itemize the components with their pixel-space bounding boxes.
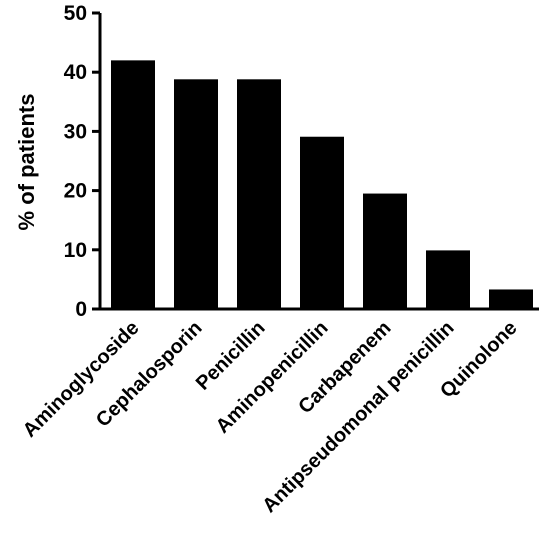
x-category-label: Cephalosporin	[92, 317, 207, 432]
x-category-label: Aminoglycoside	[19, 317, 144, 442]
y-tick-label: 30	[64, 120, 87, 143]
y-tick-label: 50	[64, 2, 87, 25]
y-axis-ticks: 0 10 20 30 40 50	[64, 2, 100, 321]
bar-antipseudomonal-penicillin	[426, 250, 470, 309]
bar-cephalosporin	[174, 79, 218, 309]
x-category-label: Aminopenicillin	[212, 317, 333, 438]
bar-aminoglycoside	[111, 60, 155, 309]
y-tick-label: 0	[75, 298, 87, 321]
bars	[111, 60, 533, 309]
bar-carbapenem	[363, 193, 407, 309]
bar-quinolone	[489, 289, 533, 309]
bar-penicillin	[237, 79, 281, 309]
y-axis-title: % of patients	[14, 94, 39, 231]
y-tick-label: 10	[64, 239, 87, 262]
y-tick-label: 20	[64, 180, 87, 203]
bar-aminopenicillin	[300, 136, 344, 309]
y-tick-label: 40	[64, 61, 87, 84]
x-axis-labels: AminoglycosideCephalosporinPenicillinAmi…	[19, 317, 522, 517]
